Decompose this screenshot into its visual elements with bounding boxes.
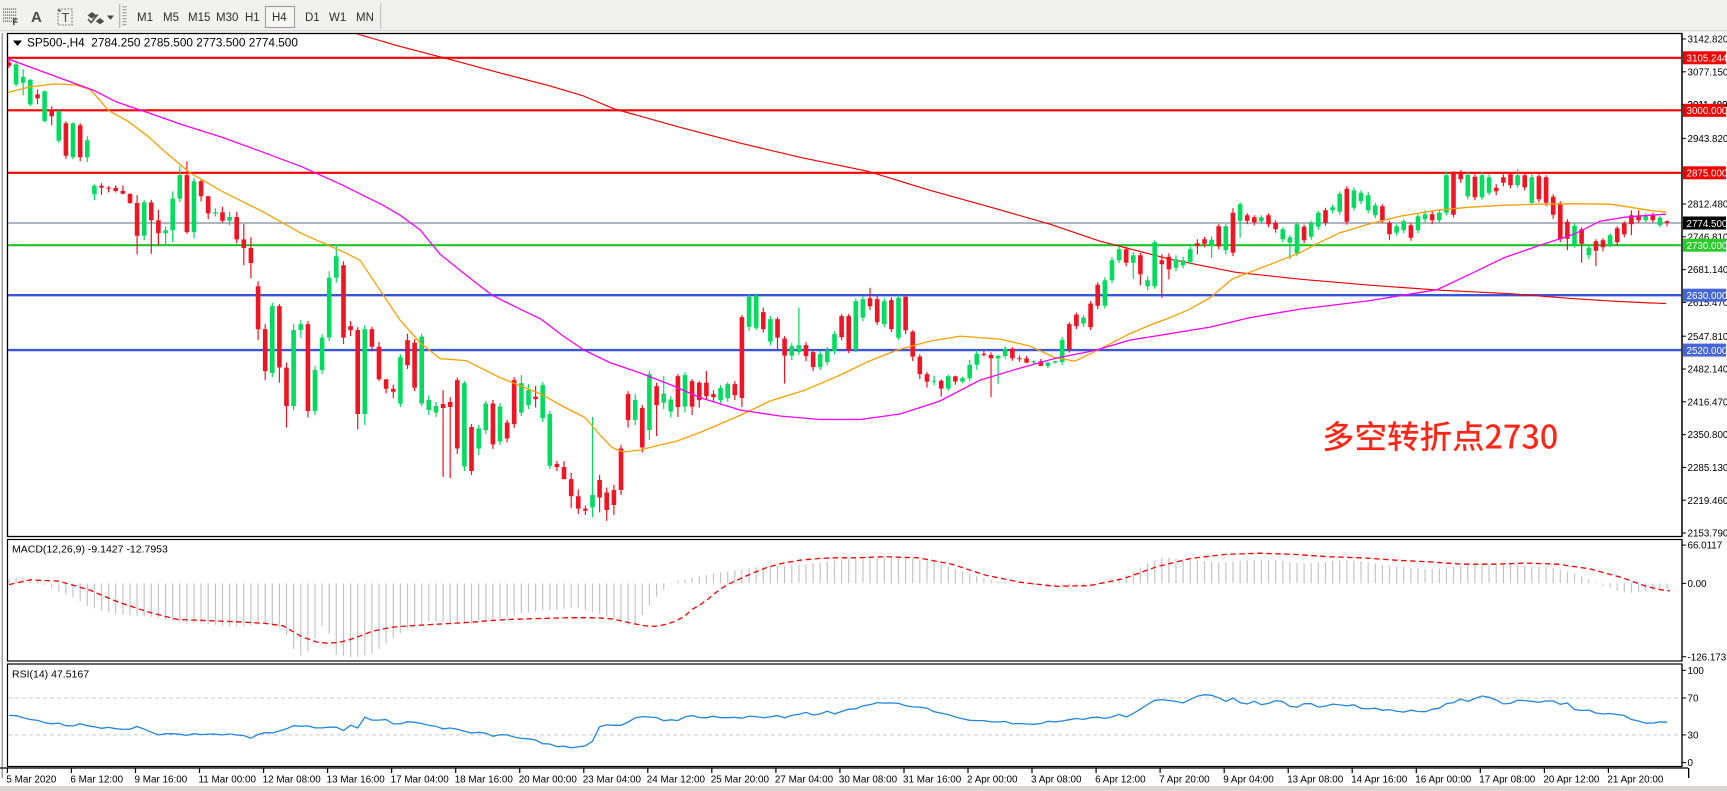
svg-text:3105.244: 3105.244	[1687, 54, 1727, 65]
svg-text:2943.820: 2943.820	[1688, 134, 1727, 145]
svg-text:5 Mar 2020: 5 Mar 2020	[6, 775, 56, 786]
svg-text:2875.000: 2875.000	[1687, 169, 1727, 180]
svg-text:12 Mar 08:00: 12 Mar 08:00	[263, 775, 322, 786]
svg-text:M30: M30	[216, 12, 238, 24]
svg-text:M1: M1	[137, 12, 153, 24]
svg-text:27 Mar 04:00: 27 Mar 04:00	[775, 775, 834, 786]
svg-text:21 Apr 20:00: 21 Apr 20:00	[1607, 775, 1664, 786]
svg-text:14 Apr 16:00: 14 Apr 16:00	[1351, 775, 1408, 786]
svg-text:2615.470: 2615.470	[1688, 298, 1727, 309]
svg-text:16 Apr 00:00: 16 Apr 00:00	[1415, 775, 1472, 786]
svg-text:7 Apr 20:00: 7 Apr 20:00	[1159, 775, 1210, 786]
svg-text:A: A	[31, 9, 42, 26]
svg-text:20 Mar 00:00: 20 Mar 00:00	[519, 775, 578, 786]
svg-text:2630.000: 2630.000	[1687, 291, 1727, 302]
svg-text:70: 70	[1688, 694, 1699, 705]
svg-text:66.0117: 66.0117	[1688, 541, 1723, 552]
svg-text:2547.810: 2547.810	[1688, 332, 1727, 343]
svg-text:MACD(12,26,9) -9.1427 -12.7953: MACD(12,26,9) -9.1427 -12.7953	[12, 544, 168, 556]
svg-text:3077.150: 3077.150	[1688, 67, 1727, 78]
svg-text:2416.470: 2416.470	[1688, 397, 1727, 408]
svg-text:30: 30	[1688, 731, 1699, 742]
svg-text:2 Apr 00:00: 2 Apr 00:00	[967, 775, 1018, 786]
svg-text:H4: H4	[272, 12, 287, 24]
svg-text:0: 0	[1688, 758, 1694, 769]
svg-text:2350.800: 2350.800	[1688, 430, 1727, 441]
svg-text:RSI(14) 47.5167: RSI(14) 47.5167	[12, 669, 89, 681]
svg-text:6 Apr 12:00: 6 Apr 12:00	[1095, 775, 1146, 786]
svg-text:6 Mar 12:00: 6 Mar 12:00	[70, 775, 123, 786]
svg-text:9 Mar 16:00: 9 Mar 16:00	[135, 775, 188, 786]
svg-text:M5: M5	[163, 12, 179, 24]
svg-text:2730.000: 2730.000	[1687, 241, 1727, 252]
svg-text:T: T	[62, 10, 70, 25]
svg-text:SP500-,H4 2784.250 2785.500 2: SP500-,H4 2784.250 2785.500 2773.500 277…	[27, 36, 298, 50]
svg-text:H1: H1	[245, 12, 260, 24]
svg-text:-126.173: -126.173	[1688, 652, 1727, 663]
svg-text:3142.820: 3142.820	[1688, 35, 1727, 46]
svg-text:2681.140: 2681.140	[1688, 265, 1727, 276]
svg-text:25 Mar 20:00: 25 Mar 20:00	[711, 775, 770, 786]
svg-text:2774.500: 2774.500	[1687, 219, 1727, 230]
svg-text:MN: MN	[356, 12, 374, 24]
svg-text:2285.130: 2285.130	[1688, 463, 1727, 474]
svg-text:3 Apr 08:00: 3 Apr 08:00	[1031, 775, 1082, 786]
svg-text:20 Apr 12:00: 20 Apr 12:00	[1543, 775, 1600, 786]
svg-text:9 Apr 04:00: 9 Apr 04:00	[1223, 775, 1274, 786]
svg-text:13 Apr 08:00: 13 Apr 08:00	[1287, 775, 1344, 786]
svg-text:11 Mar 00:00: 11 Mar 00:00	[199, 775, 257, 786]
svg-text:30 Mar 08:00: 30 Mar 08:00	[839, 775, 898, 786]
svg-text:17 Apr 08:00: 17 Apr 08:00	[1479, 775, 1536, 786]
svg-text:17 Mar 04:00: 17 Mar 04:00	[391, 775, 450, 786]
svg-text:2482.140: 2482.140	[1688, 365, 1727, 376]
svg-text:31 Mar 16:00: 31 Mar 16:00	[903, 775, 962, 786]
svg-text:2520.000: 2520.000	[1687, 346, 1727, 357]
svg-text:24 Mar 12:00: 24 Mar 12:00	[647, 775, 706, 786]
svg-text:100: 100	[1688, 666, 1705, 677]
svg-text:2153.790: 2153.790	[1688, 529, 1727, 540]
svg-text:13 Mar 16:00: 13 Mar 16:00	[327, 775, 386, 786]
svg-text:F: F	[13, 17, 19, 27]
svg-text:18 Mar 16:00: 18 Mar 16:00	[455, 775, 514, 786]
svg-text:0.00: 0.00	[1688, 579, 1708, 590]
svg-text:23 Mar 04:00: 23 Mar 04:00	[583, 775, 642, 786]
svg-text:M15: M15	[188, 12, 210, 24]
svg-text:W1: W1	[329, 12, 346, 24]
svg-text:3000.000: 3000.000	[1687, 106, 1727, 117]
svg-text:2746.810: 2746.810	[1688, 232, 1727, 243]
svg-text:2812.480: 2812.480	[1688, 200, 1727, 211]
svg-text:2219.460: 2219.460	[1688, 496, 1727, 507]
svg-text:D1: D1	[305, 12, 320, 24]
